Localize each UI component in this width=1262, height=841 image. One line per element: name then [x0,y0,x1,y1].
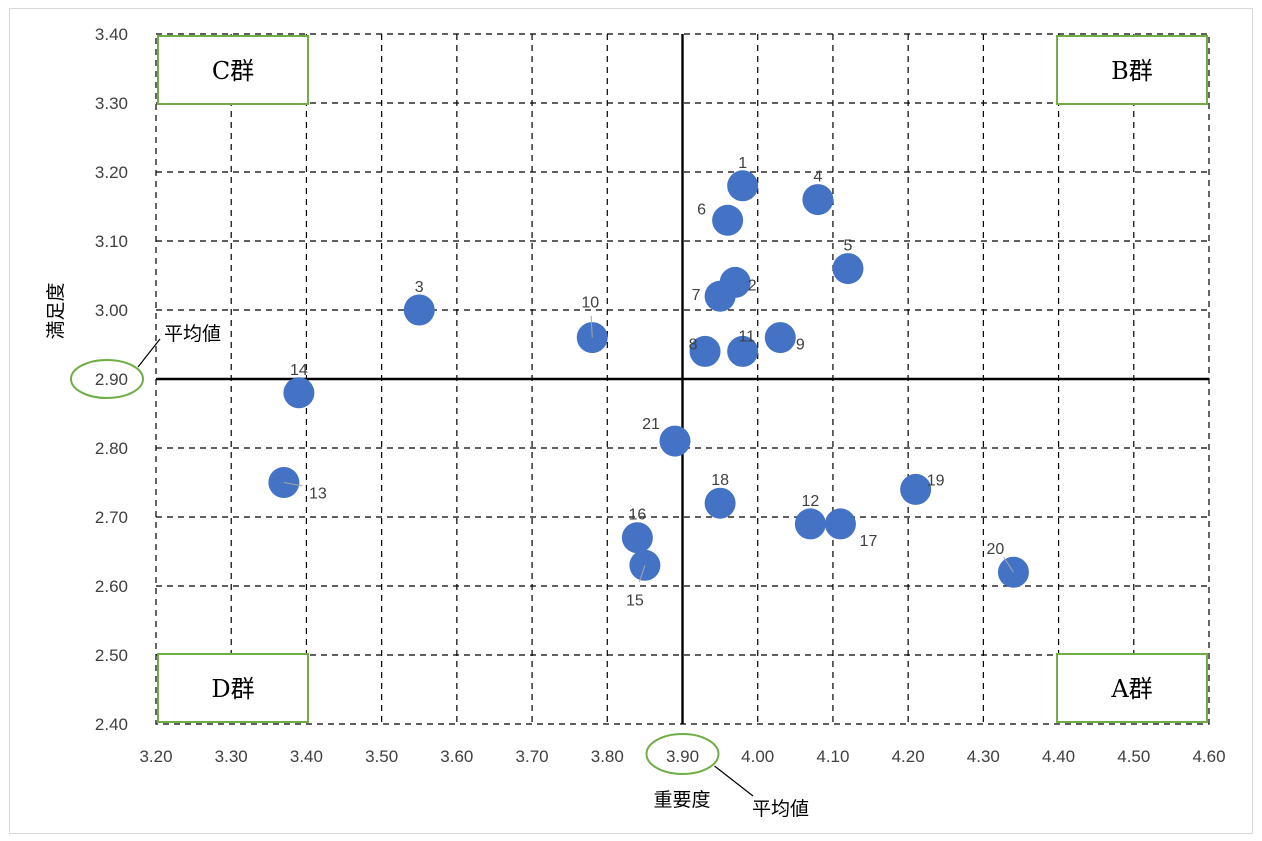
point-label: 1 [738,155,747,172]
point-label: 3 [415,279,424,296]
data-point [727,170,758,201]
y-tick-label: 3.00 [95,301,128,320]
x-tick-label: 3.90 [666,747,699,766]
data-point [705,281,736,312]
x-axis-title: 重要度 [653,789,710,811]
axes [156,34,1209,724]
point-label: 7 [692,287,701,304]
y-tick-label: 2.60 [95,577,128,596]
data-point [622,522,653,553]
data-point [705,488,736,519]
group-label: C群 [212,57,254,85]
point-label: 5 [844,238,853,255]
point-label: 12 [801,493,819,510]
data-point [712,205,743,236]
x-tick-label: 4.50 [1117,747,1150,766]
point-label: 4 [813,169,822,186]
point-label: 17 [860,533,878,550]
data-point [832,253,863,284]
point-label: 19 [927,472,945,489]
x-tick-label: 3.30 [215,747,248,766]
point-label: 16 [628,507,646,524]
group-label: B群 [1111,57,1153,85]
point-label: 10 [581,295,599,312]
data-point [825,508,856,539]
y-tick-label: 3.10 [95,232,128,251]
y-average-pointer [138,339,160,367]
point-label: 15 [626,592,644,609]
group-label: A群 [1110,675,1152,703]
data-point [659,426,690,457]
y-tick-label: 2.80 [95,439,128,458]
x-tick-label: 4.40 [1042,747,1075,766]
point-label: 2 [748,277,757,294]
x-tick-label: 4.20 [892,747,925,766]
y-tick-label: 3.40 [95,25,128,44]
y-tick-label: 2.40 [95,715,128,734]
data-point [795,508,826,539]
x-tick-label: 4.60 [1192,747,1225,766]
x-tick-label: 3.50 [365,747,398,766]
data-point [765,322,796,353]
y-tick-label: 3.20 [95,163,128,182]
point-label: 14 [290,362,308,379]
x-average-label: 平均値 [752,798,809,820]
point-label: 6 [697,201,706,218]
y-axis-title: 満足度 [45,282,67,339]
point-label: 21 [642,416,660,433]
x-tick-label: 3.70 [516,747,549,766]
x-tick-label: 3.40 [290,747,323,766]
data-point [283,377,314,408]
x-tick-label: 3.20 [139,747,172,766]
data-point [802,184,833,215]
point-label: 20 [987,541,1005,558]
x-tick-label: 3.60 [440,747,473,766]
data-point [404,295,435,326]
point-label: 8 [689,336,698,353]
y-tick-label: 2.50 [95,646,128,665]
group-label: D群 [211,675,254,703]
x-tick-label: 4.30 [967,747,1000,766]
x-tick-label: 3.80 [591,747,624,766]
x-average-pointer [715,766,754,796]
point-label: 18 [711,472,729,489]
x-tick-label: 4.00 [741,747,774,766]
point-label: 13 [309,486,327,503]
y-average-label: 平均値 [164,323,221,345]
x-tick-label: 4.10 [816,747,849,766]
y-tick-label: 2.90 [95,370,128,389]
y-tick-label: 2.70 [95,508,128,527]
point-label: 9 [796,337,805,354]
point-label: 11 [738,328,755,345]
y-tick-label: 3.30 [95,94,128,113]
